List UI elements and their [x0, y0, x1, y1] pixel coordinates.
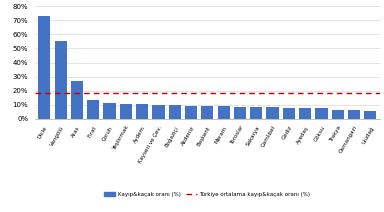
Bar [169, 105, 181, 119]
Bar [185, 106, 197, 119]
Bar [234, 107, 246, 119]
Bar [364, 111, 376, 119]
Bar [266, 107, 279, 119]
Bar [283, 108, 295, 119]
Bar [38, 16, 50, 119]
Bar [332, 110, 344, 119]
Bar [55, 42, 67, 119]
Bar [136, 104, 148, 119]
Bar [103, 103, 116, 119]
Bar [299, 108, 311, 119]
Bar [348, 110, 360, 119]
Bar [250, 107, 262, 119]
Bar [201, 106, 214, 119]
Legend: Kayıp&kaçak oranı (%), Türkiye ortalama kayıp&kaçak oranı (%): Kayıp&kaçak oranı (%), Türkiye ortalama … [104, 192, 310, 197]
Bar [71, 81, 83, 119]
Bar [152, 105, 165, 119]
Bar [218, 106, 230, 119]
Bar [120, 104, 132, 119]
Bar [87, 100, 99, 119]
Bar [315, 109, 328, 119]
